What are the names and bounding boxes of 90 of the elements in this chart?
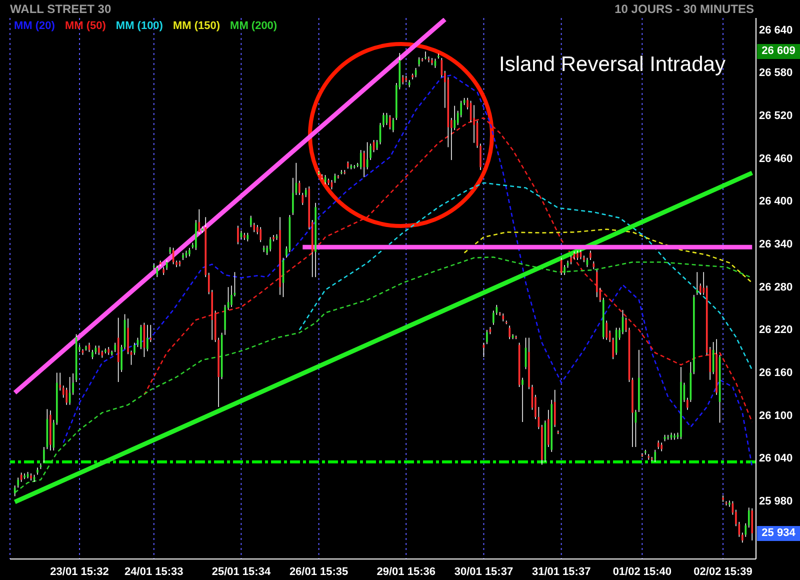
y-tick-label: 25 980	[759, 495, 793, 508]
candlestick	[17, 477, 19, 488]
y-tick-label: 26 160	[759, 367, 793, 380]
text: MM (200)	[230, 20, 278, 32]
candlestick	[292, 177, 294, 216]
candlestick	[302, 192, 304, 206]
candlestick	[612, 337, 614, 360]
y-tick-label: 26 340	[759, 238, 793, 251]
candlestick	[140, 324, 142, 350]
candlestick	[134, 342, 136, 356]
candlestick	[686, 397, 688, 410]
x-tick-label: 02/02 15:39	[694, 566, 752, 578]
candlestick	[156, 265, 158, 278]
candlestick	[14, 485, 16, 497]
candlestick	[43, 446, 45, 464]
text: MM (50)	[64, 20, 106, 32]
candlestick	[742, 532, 744, 543]
candlestick	[230, 285, 232, 308]
candlestick	[648, 454, 650, 460]
candlestick	[554, 389, 556, 428]
candlestick	[576, 250, 578, 260]
candlestick	[72, 373, 74, 396]
candlestick	[114, 342, 116, 352]
candlestick	[748, 507, 750, 528]
candlestick	[150, 324, 152, 342]
candlestick	[66, 387, 68, 406]
candlestick	[304, 187, 307, 198]
candlestick	[224, 304, 226, 336]
chart-title: WALL STREET 30	[10, 2, 112, 16]
candlestick	[146, 324, 148, 352]
candlestick	[454, 105, 456, 130]
x-tick-label: 23/01 15:32	[50, 566, 109, 578]
text: MM (150)	[172, 20, 220, 32]
candlestick	[260, 226, 262, 243]
y-tick-label: 26 220	[759, 324, 793, 336]
candlestick	[402, 74, 404, 85]
candlestick	[59, 372, 62, 391]
line-series	[62, 74, 753, 468]
candlestick	[751, 508, 754, 541]
x-tick-label: 29/01 15:36	[376, 566, 436, 578]
text: MM (20)	[14, 20, 55, 32]
candlestick	[418, 56, 420, 67]
x-tick-label: 25/01 15:34	[212, 566, 272, 578]
text: 26 609	[757, 44, 800, 59]
x-tick-label: 30/01 15:37	[454, 566, 514, 578]
candlestick	[522, 377, 524, 422]
candlestick	[486, 329, 488, 345]
x-tick-label: 01/02 15:40	[612, 566, 672, 578]
line-series	[464, 228, 753, 284]
candlestick	[360, 150, 362, 170]
annotation: Island Reversal Intraday	[499, 53, 726, 77]
candlestick	[237, 225, 239, 245]
candlestick	[480, 143, 482, 170]
candlestick	[389, 114, 391, 130]
candlestick	[625, 317, 627, 332]
text: 25 934	[757, 526, 800, 541]
line-series	[298, 182, 753, 371]
text: MM (100)	[116, 20, 163, 32]
y-tick-label: 26 520	[759, 110, 793, 122]
candlestick	[98, 345, 100, 356]
candlestick	[370, 143, 372, 160]
y-tick-label: 26 460	[759, 152, 793, 165]
line-series	[14, 256, 753, 494]
y-tick-label: 26 640	[759, 24, 793, 36]
y-tick-label: 26 280	[759, 281, 793, 294]
y-tick-label: 26 040	[759, 452, 793, 465]
candlestick	[382, 112, 384, 128]
candlestick	[424, 51, 426, 60]
candlestick	[363, 150, 365, 178]
candlestick	[120, 344, 122, 372]
x-tick-label: 31/01 15:37	[532, 566, 591, 578]
candlestick	[334, 173, 336, 184]
candlestick	[473, 104, 475, 144]
x-tick-label: 24/01 15:33	[124, 566, 184, 578]
candlestick	[376, 140, 378, 150]
chart-subtitle: 10 JOURS - 30 MINUTES	[614, 2, 754, 16]
candlestick	[92, 349, 94, 360]
x-tick-label: 26/01 15:35	[289, 566, 348, 578]
candlestick	[590, 250, 592, 260]
candlestick	[667, 434, 669, 440]
candlestick	[654, 449, 656, 462]
y-tick-label: 26 100	[759, 410, 793, 422]
candlestick	[250, 215, 252, 228]
candlestick	[564, 264, 566, 276]
y-tick-label: 26 580	[759, 67, 793, 80]
candlestick	[298, 180, 300, 196]
y-tick-label: 26 400	[759, 196, 793, 208]
candlestick	[696, 272, 698, 296]
candlestick	[508, 325, 510, 340]
candlestick	[492, 310, 494, 326]
